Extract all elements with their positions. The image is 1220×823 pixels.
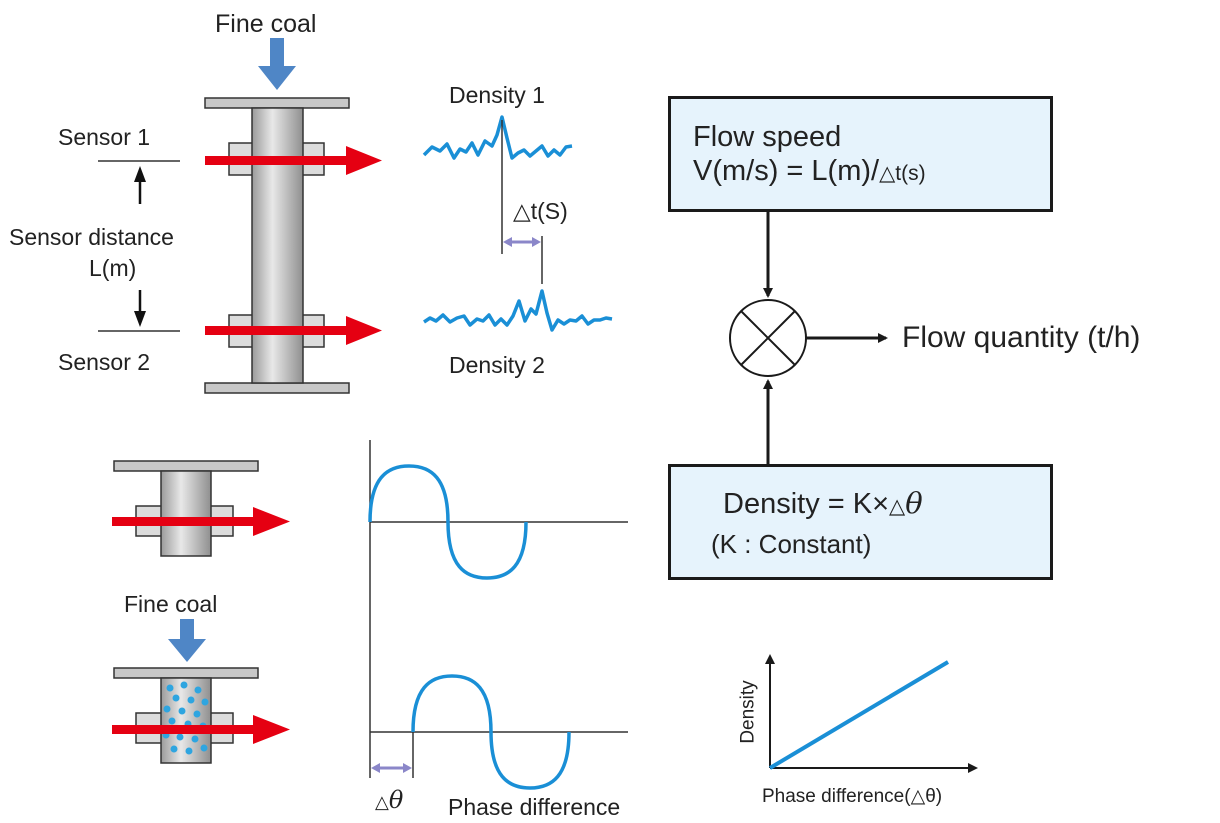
- sensor2-beam-arrow: [205, 316, 382, 345]
- sensor-distance-label: Sensor distance: [9, 224, 174, 250]
- fine-coal-label-bottom: Fine coal: [124, 591, 218, 617]
- mini-graph-ylabel: Density: [737, 680, 759, 744]
- density-formula-box: Density = K×△θ (K : Constant): [668, 464, 1053, 580]
- main-pipe-assembly: [204, 97, 350, 394]
- flow-speed-formula-main: V(m/s) = L(m)/: [693, 155, 880, 187]
- sensor-distance-unit-label: L(m): [89, 255, 137, 281]
- delta-t-label: △t(S): [513, 198, 568, 224]
- density-formula-theta: θ: [905, 486, 923, 520]
- flow-speed-formula: V(m/s) = L(m)/△t(s): [693, 157, 926, 186]
- coal-filled-pipe-section: [112, 667, 290, 764]
- shifted-sine-wave: [411, 674, 571, 790]
- theta-symbol: θ: [388, 786, 404, 814]
- delta-theta-label: △θ: [375, 788, 403, 813]
- density-formula: Density = K×△θ: [723, 489, 923, 519]
- delta-symbol: △: [375, 792, 389, 812]
- density-constant-note: (K : Constant): [711, 529, 872, 559]
- mini-graph-density-line: [768, 660, 950, 770]
- empty-pipe-section: [112, 460, 290, 557]
- fine-coal-label-top: Fine coal: [215, 10, 317, 38]
- sensor2-label: Sensor 2: [58, 349, 151, 375]
- multiplier-icon: [729, 299, 807, 377]
- density2-signal: [423, 289, 613, 332]
- flow-speed-title: Flow speed: [693, 121, 842, 153]
- flow-speed-box: Flow speed V(m/s) = L(m)/△t(s): [668, 96, 1053, 212]
- density1-label: Density 1: [449, 82, 545, 108]
- sensor-distance-arrow-down: [134, 290, 146, 327]
- phase-difference-double-arrow: [371, 763, 412, 773]
- fine-coal-arrow-bottom: [168, 619, 206, 662]
- phase-difference-label: Phase difference: [448, 794, 621, 820]
- fine-coal-arrow-top: [258, 38, 296, 90]
- flow-speed-formula-small: △t(s): [879, 162, 926, 185]
- density-formula-delta: △: [889, 495, 906, 518]
- delta-t-double-arrow: [503, 237, 541, 247]
- sensor-distance-arrow-up: [134, 166, 146, 204]
- sensor1-label: Sensor 1: [58, 124, 151, 150]
- mini-graph-xlabel: Phase difference(△θ): [762, 786, 943, 807]
- sensor1-beam-arrow: [205, 146, 382, 175]
- density1-signal: [422, 115, 573, 160]
- density2-label: Density 2: [449, 352, 545, 378]
- density-formula-main: Density = K×: [723, 488, 890, 520]
- flow-quantity-label: Flow quantity (t/h): [902, 321, 1141, 354]
- reference-sine-wave: [368, 464, 528, 580]
